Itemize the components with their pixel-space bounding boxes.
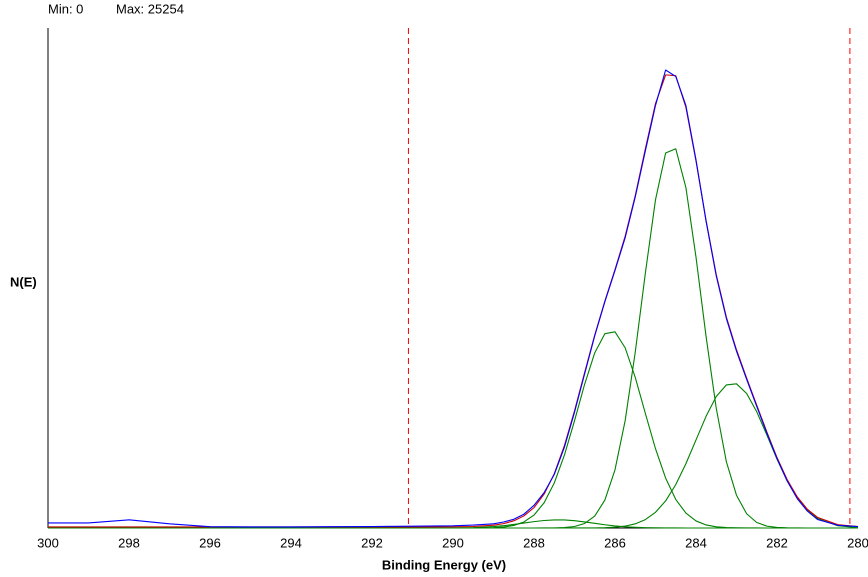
x-tick-label: 296 <box>199 535 221 550</box>
spectrum-line <box>48 519 858 529</box>
x-tick-label: 282 <box>766 535 788 550</box>
spectrum-line <box>48 331 858 529</box>
x-tick-label: 284 <box>685 535 707 550</box>
x-tick-label: 300 <box>37 535 59 550</box>
x-tick-label: 294 <box>280 535 302 550</box>
y-axis-label: N(E) <box>10 274 37 289</box>
x-tick-label: 280 <box>847 535 868 550</box>
x-tick-label: 298 <box>118 535 140 550</box>
x-tick-label: 288 <box>523 535 545 550</box>
spectrum-line <box>48 383 859 529</box>
x-tick-label: 286 <box>604 535 626 550</box>
x-tick-label: 292 <box>361 535 383 550</box>
spectrum-line <box>48 148 858 529</box>
x-tick-label: 290 <box>442 535 464 550</box>
spectrum-line <box>48 69 859 528</box>
x-axis-label: Binding Energy (eV) <box>382 557 506 572</box>
max-label: Max: 25254 <box>116 1 184 16</box>
spectrum-line <box>48 74 859 528</box>
min-label: Min: 0 <box>48 1 83 16</box>
